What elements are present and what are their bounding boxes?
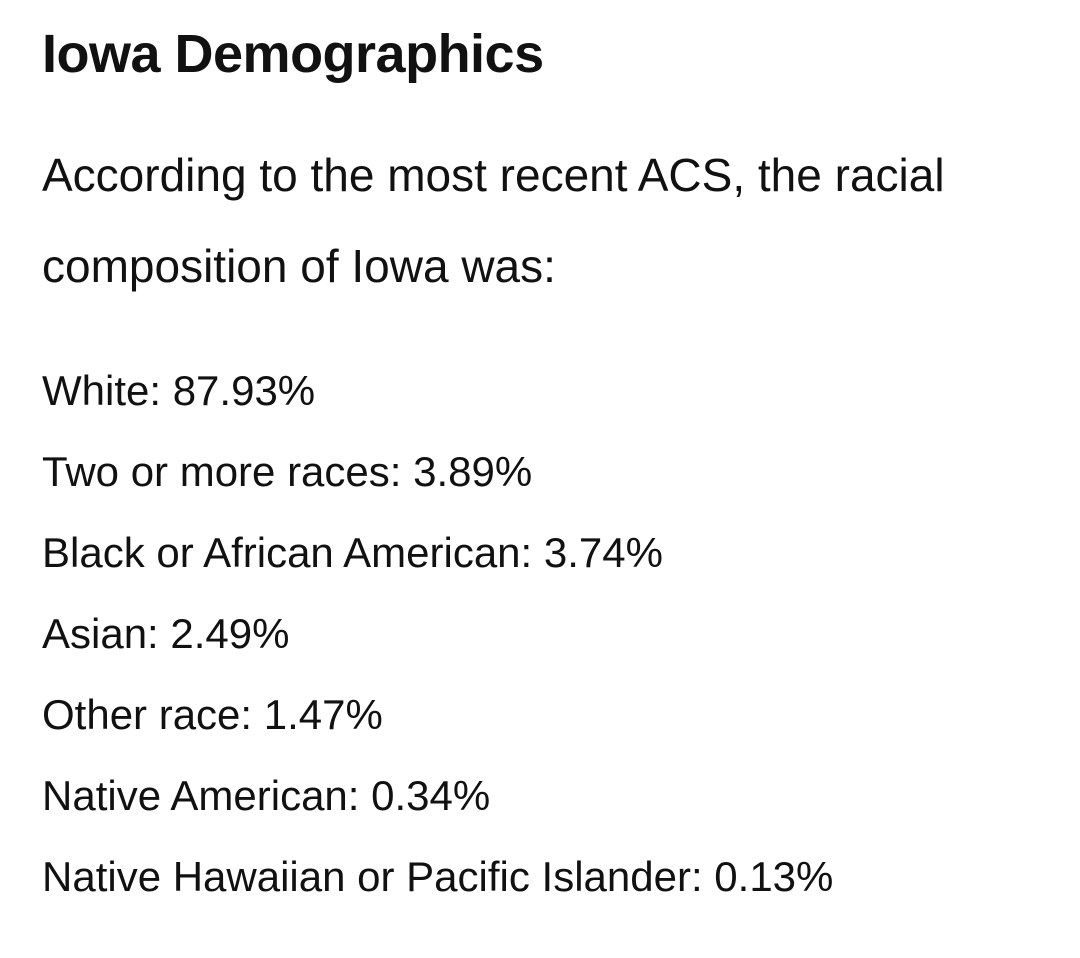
list-item: White: 87.93%	[42, 367, 316, 414]
list-item: Black or African American: 3.74%	[42, 529, 663, 576]
list-item: Other race: 1.47%	[42, 691, 383, 738]
title: Iowa Demographics	[42, 24, 544, 84]
list-item: Native American: 0.34%	[42, 772, 491, 819]
list-item: Asian: 2.49%	[42, 610, 290, 657]
intro-text: According to the most recent ACS, the ra…	[42, 149, 945, 292]
list-item: Two or more races: 3.89%	[42, 448, 533, 495]
demographics-list: White: 87.93% Two or more races: 3.89% Bla…	[42, 350, 833, 917]
list-item: Native Hawaiian or Pacific Islander: 0.1…	[42, 853, 834, 900]
